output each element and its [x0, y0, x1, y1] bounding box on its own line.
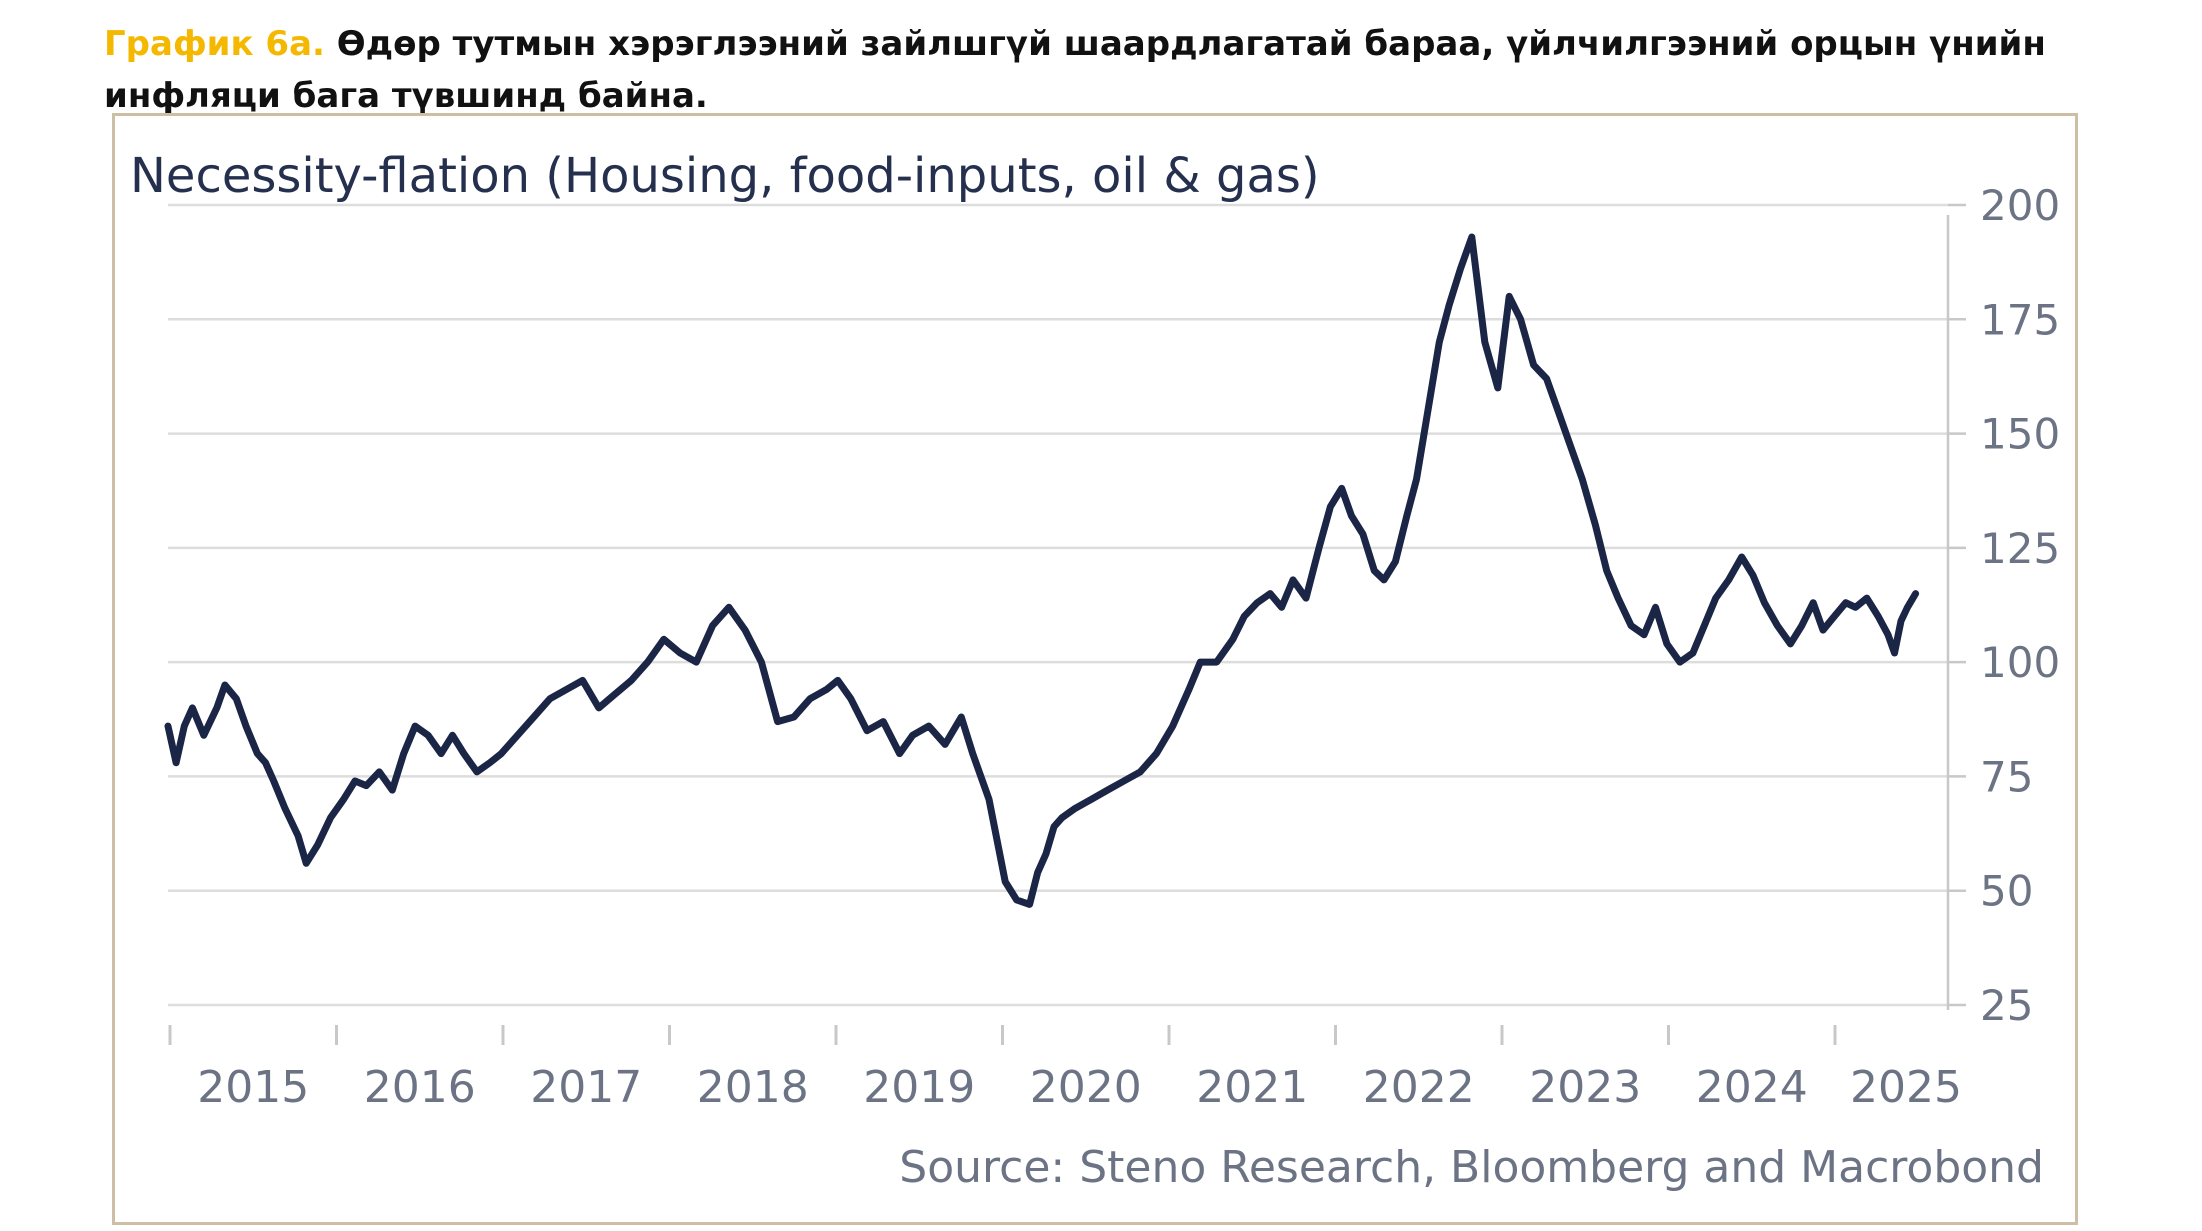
x-tick-label-2023: 2023	[1529, 1062, 1641, 1113]
y-tick-label-50: 50	[1980, 867, 2033, 916]
figure-caption: График 6а. Өдөр тутмын хэрэглээний зайлш…	[104, 18, 2184, 122]
caption-label: График 6а.	[104, 24, 325, 64]
y-tick-label-75: 75	[1980, 752, 2033, 801]
series-line-0	[164, 233, 1920, 908]
x-tick-label-2021: 2021	[1196, 1062, 1308, 1113]
x-tick-label-2015: 2015	[197, 1062, 309, 1113]
chart-frame	[112, 113, 2078, 1225]
x-tick-label-2024: 2024	[1696, 1062, 1808, 1113]
x-tick-label-2020: 2020	[1030, 1062, 1142, 1113]
y-tick-label-175: 175	[1980, 295, 2060, 344]
caption-text: Өдөр тутмын хэрэглээний зайлшгүй шаардла…	[104, 24, 2046, 116]
x-tick-label-2022: 2022	[1363, 1062, 1475, 1113]
y-tick-label-125: 125	[1980, 524, 2060, 573]
y-tick-label-25: 25	[1980, 981, 2033, 1030]
y-tick-label-100: 100	[1980, 638, 2060, 687]
source-note: Source: Steno Research, Bloomberg and Ma…	[899, 1142, 2044, 1193]
y-tick-label-150: 150	[1980, 410, 2060, 459]
x-tick-label-2017: 2017	[530, 1062, 642, 1113]
x-tick-label-2019: 2019	[863, 1062, 975, 1113]
x-tick-label-2016: 2016	[364, 1062, 476, 1113]
chart-title: Necessity-flation (Housing, food-inputs,…	[130, 148, 1320, 204]
x-tick-label-2025: 2025	[1850, 1062, 1962, 1113]
x-tick-label-2018: 2018	[697, 1062, 809, 1113]
y-tick-label-200: 200	[1980, 181, 2060, 230]
